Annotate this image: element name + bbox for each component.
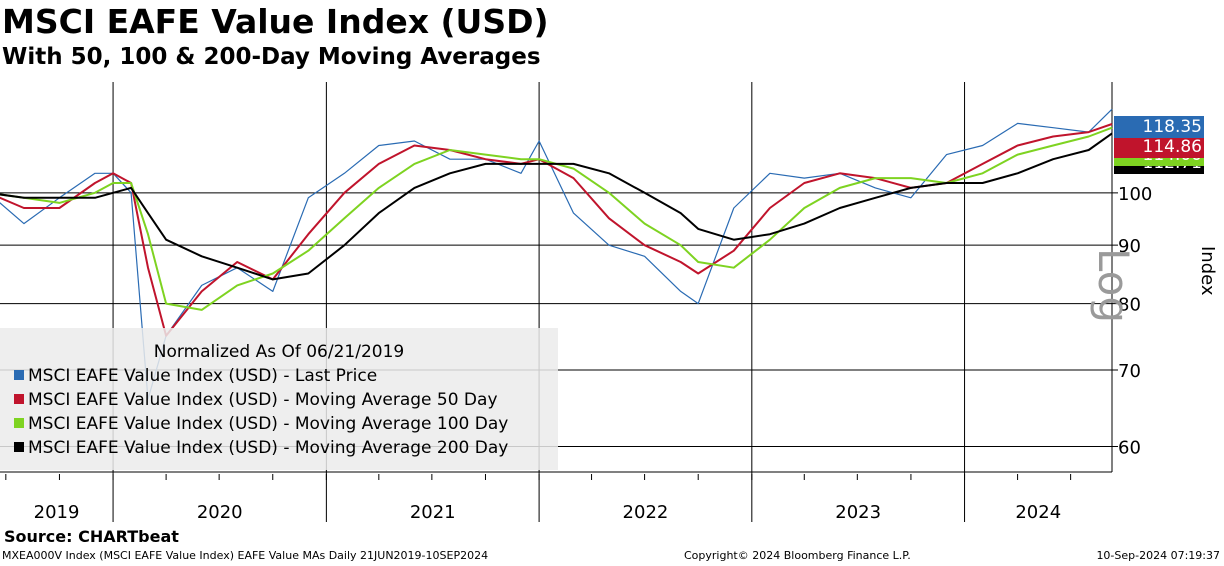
legend-normalized-note: Normalized As Of 06/21/2019 [153,342,405,362]
y-tick-label: 80 [1118,295,1141,316]
legend-swatch [14,370,24,380]
legend-item-ma50: MSCI EAFE Value Index (USD) - Moving Ave… [14,390,498,410]
x-tick-label: 2021 [410,502,456,523]
legend-label: MSCI EAFE Value Index (USD) - Last Price [28,366,378,386]
y-tick-label: 70 [1118,361,1141,382]
legend-item-last-price: MSCI EAFE Value Index (USD) - Last Price [14,366,377,386]
y-tick-label: 100 [1118,184,1152,205]
legend-label: MSCI EAFE Value Index (USD) - Moving Ave… [28,414,509,434]
legend-item-ma200: MSCI EAFE Value Index (USD) - Moving Ave… [14,438,508,458]
last-value-tag-last-price: 118.35 [1114,116,1204,138]
legend-label: MSCI EAFE Value Index (USD) - Moving Ave… [28,438,509,458]
chart-subtitle: With 50, 100 & 200-Day Moving Averages [2,44,541,70]
x-tick-label: 2022 [623,502,669,523]
series-ma200-line [0,132,1113,281]
y-axis-title: Index [1197,246,1218,296]
legend: Normalized As Of 06/21/2019 MSCI EAFE Va… [0,328,558,470]
x-tick-label: 2023 [835,502,881,523]
legend-item-ma100: MSCI EAFE Value Index (USD) - Moving Ave… [14,414,508,434]
footer-copyright: Copyright© 2024 Bloomberg Finance L.P. [684,549,911,562]
y-tick-label: 60 [1118,438,1141,459]
source-note: Source: CHARTbeat [4,527,179,546]
x-tick-label: 2019 [34,502,80,523]
legend-swatch [14,442,24,452]
x-tick-label: 2020 [197,502,243,523]
legend-label: MSCI EAFE Value Index (USD) - Moving Ave… [28,390,498,410]
legend-swatch [14,394,24,404]
log-scale-label: Log [1089,248,1138,324]
footer-ticker-info: MXEA000V Index (MSCI EAFE Value Index) E… [2,549,489,562]
y-tick-label: 90 [1118,236,1141,257]
x-tick-label: 2024 [1015,502,1061,523]
legend-swatch [14,418,24,428]
series-ma100-line [0,126,1113,311]
last-value-tag-ma50: 114.86 [1114,136,1204,158]
footer-timestamp: 10-Sep-2024 07:19:37 [1096,549,1220,562]
chart-title: MSCI EAFE Value Index (USD) [2,2,549,41]
